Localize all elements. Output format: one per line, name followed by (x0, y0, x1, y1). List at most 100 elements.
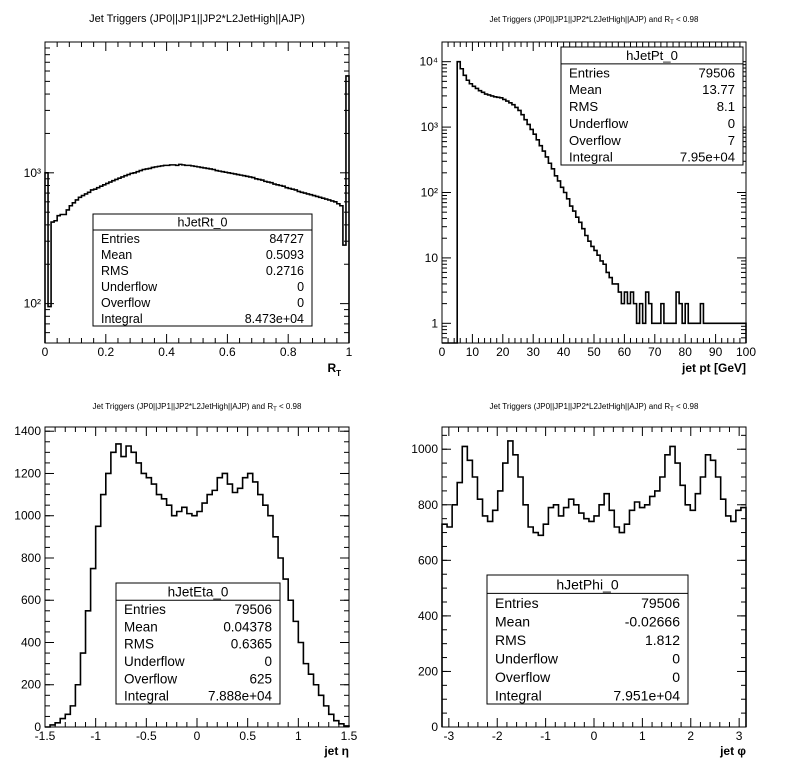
stats-box: hJetPhi_0 Entries 79506 Mean -0.02666 RMS 1.81… (486, 574, 689, 705)
stats-box-frame (486, 574, 689, 705)
x-tick-label: 50 (587, 345, 601, 359)
y-tick-label: 800 (21, 551, 41, 565)
stats-row-label: Overflow (495, 669, 551, 685)
stats-row-value: 0 (728, 116, 735, 131)
stats-row-label: Mean (569, 82, 602, 97)
stats-box-title: hJetEta_0 (168, 584, 229, 599)
histogram-series (44, 75, 350, 343)
stats-row-label: RMS (101, 264, 129, 278)
y-tick-label: 10² (24, 297, 41, 311)
histogram-series (442, 60, 747, 344)
x-axis-label: jet φ (719, 744, 746, 758)
y-tick-label: 800 (418, 498, 438, 512)
stats-box-title: hJetPt_0 (626, 48, 678, 63)
y-tick-label: 10³ (421, 120, 438, 134)
stats-box: hJetPt_0 Entries 79506 Mean 13.77 RMS 8.1 Under… (560, 46, 744, 166)
x-tick-label: -3 (444, 729, 455, 743)
x-tick-label: 20 (496, 345, 510, 359)
x-axis-label: RT (327, 361, 341, 378)
stats-row-value: 13.77 (702, 82, 735, 97)
y-tick-label: 400 (418, 609, 438, 623)
stats-row-value: 0.6365 (231, 637, 272, 652)
x-tick-label: -1.5 (35, 729, 56, 743)
y-tick-label: 10³ (24, 166, 41, 180)
x-tick-label: 0.2 (97, 345, 114, 359)
y-tick-label: 10² (421, 186, 438, 200)
y-tick-label: 200 (418, 664, 438, 678)
stats-row-value: 8.473e+04 (245, 312, 304, 326)
x-axis-label: jet η (323, 744, 349, 758)
x-tick-label: -0.5 (136, 729, 157, 743)
stats-row-label: Mean (124, 619, 158, 634)
stats-row-label: Underflow (495, 650, 559, 666)
stats-row-value: 0.04378 (223, 619, 272, 634)
stats-row-label: Overflow (569, 133, 621, 148)
chart-title: Jet Triggers (JP0||JP1||JP2*L2JetHigh||A… (89, 13, 305, 25)
stats-row-label: Integral (101, 312, 143, 326)
stats-row-value: 1.812 (645, 632, 680, 648)
x-tick-label: 0.8 (280, 345, 297, 359)
stats-row-label: Underflow (569, 116, 629, 131)
x-tick-label: 10 (466, 345, 480, 359)
stats-row-label: Entries (495, 595, 539, 611)
y-tick-label: 1000 (14, 509, 41, 523)
chart-title: Jet Triggers (JP0||JP1||JP2*L2JetHigh||A… (93, 402, 302, 413)
chart-title: Jet Triggers (JP0||JP1||JP2*L2JetHigh||A… (490, 15, 699, 26)
x-tick-label: -1 (90, 729, 101, 743)
x-tick-label: 0 (194, 729, 201, 743)
panel-4: Jet Triggers (JP0||JP1||JP2*L2JetHigh||A… (411, 402, 747, 758)
stats-row-label: Overflow (124, 671, 177, 686)
stats-row-value: 79506 (235, 602, 272, 617)
stats-row-value: 0.5093 (266, 248, 304, 262)
stats-row-value: 625 (250, 671, 272, 686)
stats-row-label: Integral (495, 687, 542, 703)
x-tick-label: 0.4 (158, 345, 175, 359)
chart-title: Jet Triggers (JP0||JP1||JP2*L2JetHigh||A… (490, 402, 699, 413)
stats-box-frame (560, 46, 744, 166)
x-tick-label: 0 (439, 345, 446, 359)
stats-row-label: RMS (495, 632, 526, 648)
stats-box: hJetRt_0 Entries 84727 Mean 0.5093 RMS 0.2716 U… (92, 213, 313, 327)
stats-row-value: 0.2716 (266, 264, 304, 278)
y-tick-label: 1 (431, 316, 438, 330)
x-tick-label: 1.5 (341, 729, 358, 743)
stats-row-label: Underflow (101, 280, 158, 294)
x-tick-label: 100 (736, 345, 756, 359)
panel-3: Jet Triggers (JP0||JP1||JP2*L2JetHigh||A… (14, 402, 357, 758)
stats-row-label: Entries (124, 602, 166, 617)
histogram-series (441, 440, 747, 727)
y-tick-label: 0 (34, 720, 41, 734)
x-tick-label: 0 (591, 729, 598, 743)
y-tick-label: 200 (21, 678, 41, 692)
stats-row-label: RMS (124, 637, 154, 652)
x-tick-label: 0.5 (239, 729, 256, 743)
y-tick-label: 600 (418, 553, 438, 567)
stats-row-value: 79506 (699, 65, 736, 80)
histogram-series (45, 443, 350, 728)
stats-box-frame (115, 582, 281, 705)
stats-row-value: 79506 (641, 595, 680, 611)
y-tick-label: 1200 (14, 466, 41, 480)
y-tick-label: 1000 (411, 442, 438, 456)
x-tick-label: 90 (709, 345, 723, 359)
stats-row-label: Mean (101, 248, 132, 262)
stats-row-label: Entries (569, 65, 610, 80)
x-tick-label: 30 (527, 345, 541, 359)
stats-box-frame (92, 213, 313, 327)
stats-row-value: 0 (297, 280, 304, 294)
stats-row-value: 84727 (269, 232, 304, 246)
x-tick-label: 0.6 (219, 345, 236, 359)
stats-row-value: 0 (265, 654, 273, 669)
stats-row-value: 7.95e+04 (680, 150, 735, 165)
stats-box-title: hJetPhi_0 (556, 576, 618, 592)
stats-row-value: -0.02666 (625, 614, 680, 630)
x-tick-label: 1 (295, 729, 302, 743)
y-tick-label: 400 (21, 635, 41, 649)
stats-row-label: Mean (495, 614, 530, 630)
stats-row-label: Overflow (101, 296, 151, 310)
x-tick-label: 0 (42, 345, 49, 359)
x-tick-label: 1 (346, 345, 353, 359)
x-axis-label: jet pt [GeV] (681, 361, 746, 375)
